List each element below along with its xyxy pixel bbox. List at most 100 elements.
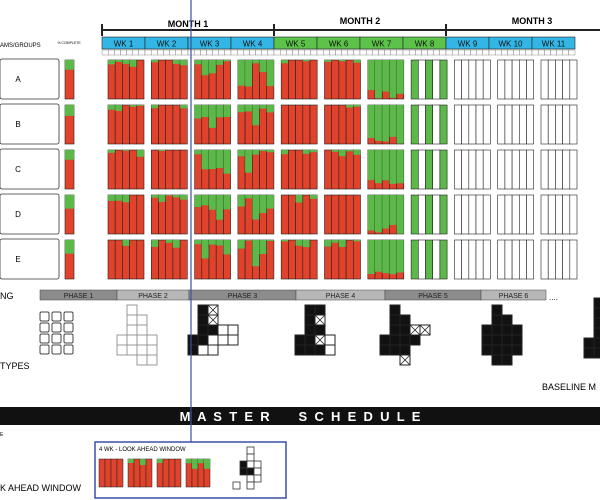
phase-label: PHASE 1 (64, 293, 94, 300)
task-cell-progress (389, 60, 397, 98)
task-cell (540, 194, 549, 235)
task-cell (410, 59, 419, 100)
type-cross (314, 314, 326, 326)
type-square (187, 344, 199, 356)
task-cell (461, 194, 470, 235)
task-cell (482, 59, 491, 100)
task-cell-progress (396, 60, 404, 94)
day-cell (525, 49, 533, 56)
day-cell (132, 49, 140, 56)
task-cell (324, 149, 332, 190)
day-cell (494, 49, 502, 56)
task-cell-progress (389, 195, 397, 225)
task-cell-progress (367, 195, 375, 231)
type-square (187, 334, 199, 346)
phase-bar: PHASE 1 PHASE 2 PHASE 3 PHASE 4 PHASE 5 PHASE… (39, 289, 558, 302)
task-cell-progress (237, 150, 246, 157)
task-cell (129, 194, 138, 235)
type-square (491, 344, 503, 356)
small-label: E (0, 432, 4, 438)
day-cell (157, 49, 164, 56)
task-cell (165, 59, 174, 100)
task-cell (555, 194, 563, 235)
task-cell (511, 104, 520, 145)
task-cell (547, 149, 556, 190)
task-cell (540, 104, 549, 145)
task-cell (461, 104, 470, 145)
task-cell-progress (223, 240, 231, 255)
task-cell (129, 239, 138, 280)
task-cell (518, 194, 527, 235)
type-square (511, 334, 523, 346)
task-cell (309, 194, 318, 235)
task-cell-progress (216, 150, 224, 169)
type-square (324, 344, 336, 356)
task-cell-progress (266, 240, 274, 241)
day-cell (421, 49, 428, 56)
task-cell (129, 149, 138, 190)
day-cell (279, 49, 287, 56)
type-square (39, 311, 50, 322)
task-cell (158, 149, 166, 190)
task-cell-progress (108, 60, 116, 65)
task-cell (352, 239, 361, 280)
task-cell-progress (245, 240, 253, 241)
task-cell (468, 104, 477, 145)
task-cell (511, 194, 520, 235)
task-cell-progress (165, 195, 173, 196)
day-cell (212, 49, 219, 56)
day-cell (445, 49, 453, 56)
task-cell (439, 59, 448, 100)
day-cell (562, 49, 570, 56)
task-cell (454, 104, 462, 145)
task-cell (114, 194, 123, 235)
complete-header: % COMPLETE (57, 41, 81, 45)
task-cell (151, 104, 159, 145)
day-cell (427, 49, 434, 56)
day-cell (175, 49, 183, 56)
completion-bar-fill (65, 60, 74, 70)
day-cell (464, 49, 471, 56)
type-square (146, 354, 158, 366)
task-cell-progress (216, 240, 224, 246)
day-cell (353, 49, 361, 56)
task-cell-progress (338, 60, 347, 62)
task-cell (165, 104, 174, 145)
task-cell-progress (389, 150, 397, 184)
day-cell (384, 49, 391, 56)
task-cell (165, 239, 174, 280)
type-square (197, 344, 209, 356)
task-cell-progress (223, 195, 231, 210)
task-cell (345, 239, 354, 280)
day-cell (439, 49, 447, 56)
task-cell (425, 239, 433, 280)
task-cell (280, 239, 289, 280)
task-cell (417, 149, 426, 190)
task-cell-progress (209, 195, 217, 210)
task-cell-progress (108, 195, 116, 201)
task-cell (172, 59, 181, 100)
task-cell (302, 104, 311, 145)
task-cell (338, 59, 347, 100)
day-cell (236, 49, 244, 56)
task-cell-progress (151, 195, 159, 198)
task-cell (475, 149, 484, 190)
type-cross (409, 324, 421, 336)
task-cell (468, 194, 477, 235)
task-cell (151, 194, 159, 235)
task-cell (497, 239, 506, 280)
task-cell-progress (346, 105, 354, 108)
task-cell (410, 104, 419, 145)
day-cell (513, 49, 520, 56)
baseline-label: BASELINE M (542, 382, 596, 392)
task-cell-progress (259, 240, 267, 255)
task-cell-progress (245, 195, 253, 199)
day-cell (378, 49, 385, 56)
lookahead-title: 4 WK - LOOK AHEAD WINDOW (99, 447, 186, 453)
day-cell (267, 49, 275, 56)
type-square (389, 304, 401, 316)
task-cell-progress (324, 240, 332, 247)
team-box (0, 193, 60, 235)
week-label: WK 10 (498, 40, 523, 49)
day-cell (150, 49, 158, 56)
